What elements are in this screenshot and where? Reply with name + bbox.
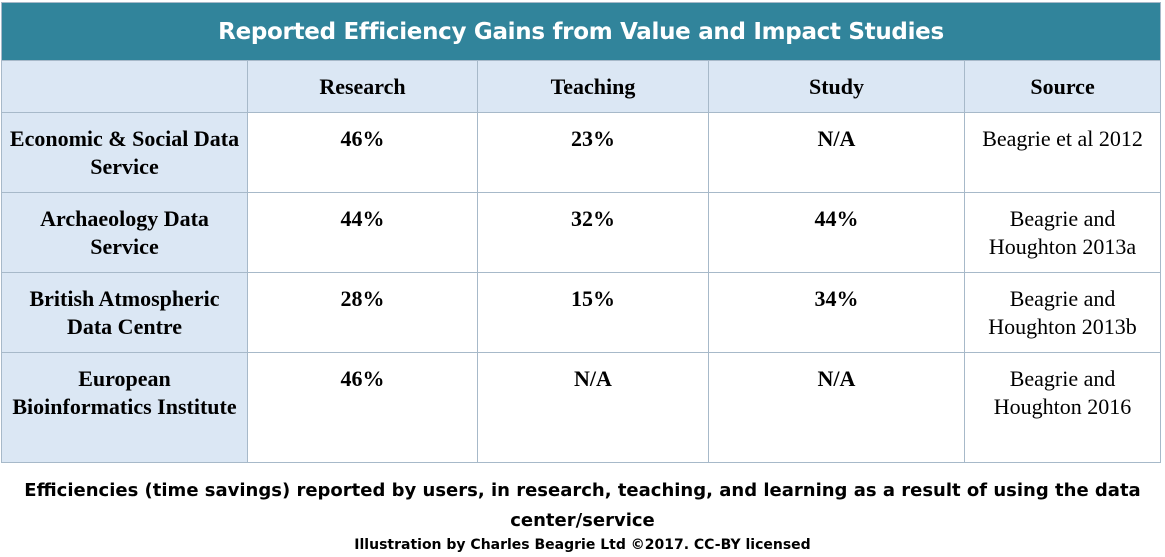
study-value: 44% bbox=[708, 192, 965, 273]
table-title: Reported Efficiency Gains from Value and… bbox=[0, 2, 1162, 61]
teaching-value: N/A bbox=[477, 352, 709, 463]
header-row: Research Teaching Study Source bbox=[1, 60, 1162, 113]
source-value: Beagrie and Houghton 2013b bbox=[963, 272, 1162, 353]
study-value: N/A bbox=[708, 112, 965, 193]
row-label: Archaeology Data Service bbox=[1, 192, 248, 273]
research-value: 28% bbox=[247, 272, 478, 353]
header-study: Study bbox=[708, 60, 965, 113]
study-value: N/A bbox=[708, 352, 965, 463]
header-empty bbox=[1, 60, 248, 113]
table-row: Economic & Social Data Service 46% 23% N… bbox=[1, 112, 1162, 193]
research-value: 46% bbox=[247, 352, 478, 463]
table-row: British Atmospheric Data Centre 28% 15% … bbox=[1, 272, 1162, 353]
credit-line: Illustration by Charles Beagrie Ltd ©201… bbox=[354, 537, 811, 553]
source-value: Beagrie and Houghton 2016 bbox=[963, 352, 1162, 463]
table-row: Archaeology Data Service 44% 32% 44% Bea… bbox=[1, 192, 1162, 273]
research-value: 46% bbox=[247, 112, 478, 193]
teaching-value: 32% bbox=[477, 192, 709, 273]
row-label: Economic & Social Data Service bbox=[1, 112, 248, 193]
row-label: British Atmospheric Data Centre bbox=[1, 272, 248, 353]
header-research: Research bbox=[247, 60, 478, 113]
header-teaching: Teaching bbox=[477, 60, 709, 113]
teaching-value: 15% bbox=[477, 272, 709, 353]
efficiency-table-container: Reported Efficiency Gains from Value and… bbox=[0, 2, 1162, 463]
research-value: 44% bbox=[247, 192, 478, 273]
table-row: European Bioinformatics Institute 46% N/… bbox=[1, 352, 1162, 463]
study-value: 34% bbox=[708, 272, 965, 353]
teaching-value: 23% bbox=[477, 112, 709, 193]
row-label: European Bioinformatics Institute bbox=[1, 352, 248, 463]
figure-caption: Efficiencies (time savings) reported by … bbox=[24, 480, 1141, 531]
source-value: Beagrie et al 2012 bbox=[963, 112, 1162, 193]
header-source: Source bbox=[963, 60, 1162, 113]
efficiency-table: Reported Efficiency Gains from Value and… bbox=[0, 2, 1162, 463]
source-value: Beagrie and Houghton 2013a bbox=[963, 192, 1162, 273]
